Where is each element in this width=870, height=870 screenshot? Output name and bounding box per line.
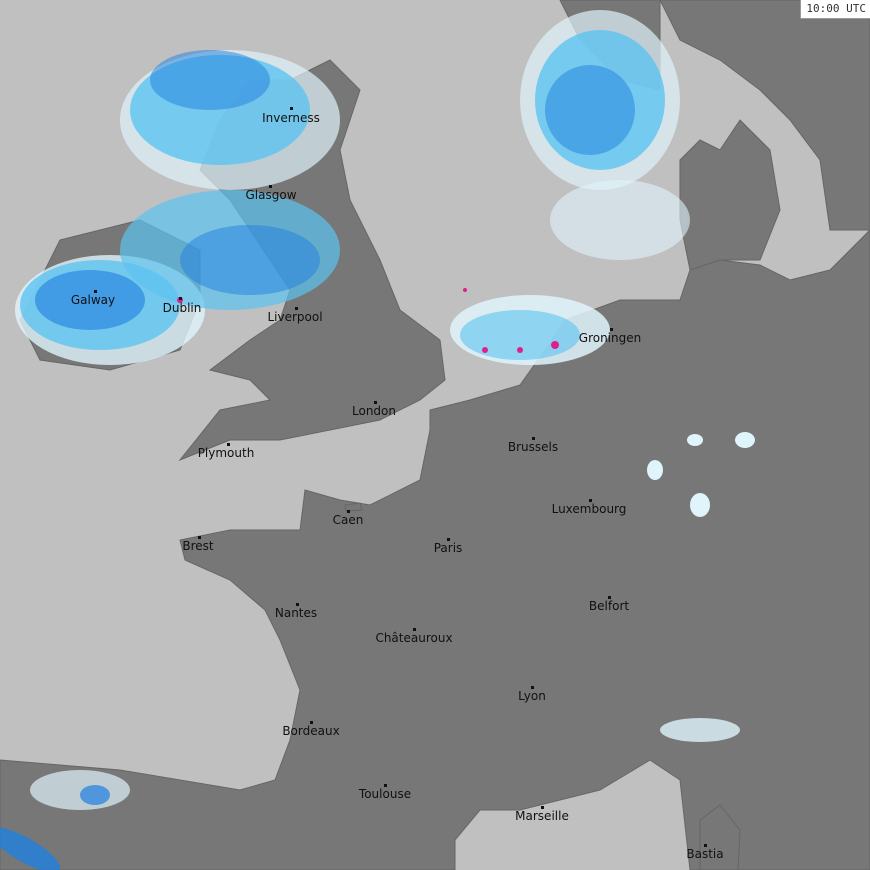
sweden	[659, 0, 870, 231]
denmark	[679, 119, 781, 271]
city-label-bordeaux: Bordeaux	[282, 724, 340, 738]
city-label-luxembourg: Luxembourg	[551, 502, 627, 516]
city-dot	[531, 686, 534, 689]
city-dot	[269, 185, 272, 188]
city-dot	[374, 401, 377, 404]
city-dot	[295, 307, 298, 310]
isle-of-wight	[344, 502, 363, 512]
city-label-marseille: Marseille	[515, 809, 569, 823]
timestamp-label: 10:00 UTC	[800, 0, 870, 19]
city-label-plymouth: Plymouth	[197, 446, 255, 460]
city-dot	[610, 328, 613, 331]
city-label-brest: Brest	[182, 539, 214, 553]
city-dot	[447, 538, 450, 541]
city-label-chateauroux: Châteauroux	[375, 631, 453, 645]
city-label-groningen: Groningen	[578, 331, 642, 345]
city-label-glasgow: Glasgow	[245, 188, 297, 202]
city-label-paris: Paris	[433, 541, 463, 555]
city-dot	[94, 290, 97, 293]
city-dot	[290, 107, 293, 110]
city-label-caen: Caen	[332, 513, 364, 527]
city-label-liverpool: Liverpool	[267, 310, 323, 324]
city-label-inverness: Inverness	[262, 111, 320, 125]
city-dot	[589, 499, 592, 502]
city-dot	[198, 536, 201, 539]
city-dot	[227, 443, 230, 446]
city-dot	[541, 806, 544, 809]
city-dot	[704, 844, 707, 847]
city-dot	[413, 628, 416, 631]
city-label-galway: Galway	[70, 293, 116, 307]
city-label-brussels: Brussels	[507, 440, 559, 454]
city-label-toulouse: Toulouse	[358, 787, 412, 801]
city-label-dublin: Dublin	[162, 301, 202, 315]
corsica	[699, 804, 741, 870]
precipitation	[0, 10, 755, 870]
city-dot	[347, 510, 350, 513]
city-dot	[384, 784, 387, 787]
city-label-lyon: Lyon	[518, 689, 546, 703]
city-dot	[608, 596, 611, 599]
city-label-bastia: Bastia	[686, 847, 724, 861]
city-dot	[532, 437, 535, 440]
city-label-london: London	[352, 404, 396, 418]
city-label-nantes: Nantes	[274, 606, 318, 620]
city-dot	[310, 721, 313, 724]
city-dot	[179, 297, 182, 300]
city-dot	[296, 603, 299, 606]
city-label-belfort: Belfort	[588, 599, 630, 613]
